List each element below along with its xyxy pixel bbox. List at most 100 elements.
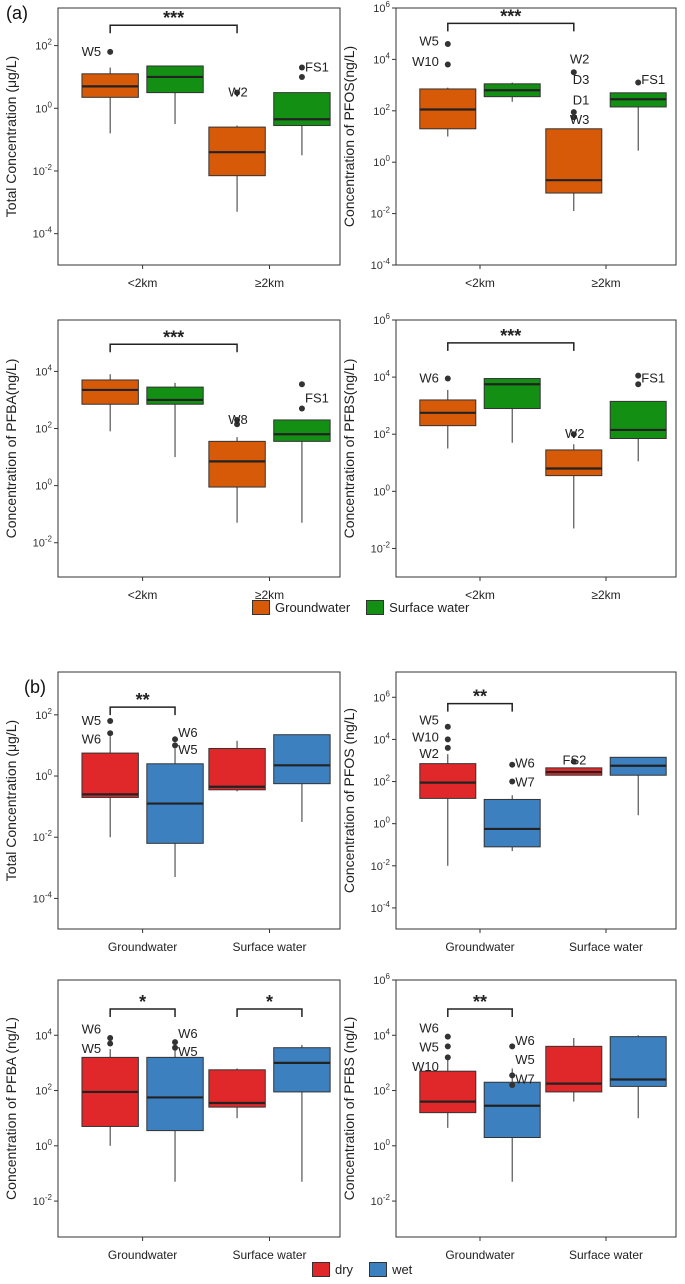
- y-tick-label-a1: 102: [35, 38, 52, 53]
- legend-label-groundwater: Groundwater: [275, 600, 351, 615]
- outlier-point-b2: [509, 778, 516, 785]
- y-axis-label-a1: Total Concentration (μg/L): [3, 56, 19, 217]
- site-label-a1: FS1: [305, 60, 329, 75]
- site-label-b1: W6: [178, 725, 198, 740]
- site-label-a2: D3: [573, 72, 590, 87]
- y-tick-label-b2: 102: [373, 774, 390, 789]
- y-tick-label-a2: 106: [373, 0, 390, 15]
- outlier-point-a3: [234, 421, 241, 428]
- site-label-a4: W2: [565, 426, 585, 441]
- outlier-point-b4: [509, 1072, 516, 1079]
- significance-label-b3: *: [266, 992, 273, 1012]
- outlier-point-a1: [107, 48, 114, 55]
- y-tick-label-a1: 10-2: [33, 163, 53, 178]
- site-label-a1: W5: [82, 44, 102, 59]
- outlier-point-b4: [444, 1043, 451, 1050]
- box-b1-2: [208, 747, 266, 791]
- outlier-point-b1: [107, 717, 114, 724]
- box-b4-0: [419, 1070, 477, 1114]
- outlier-point-b3: [107, 1040, 114, 1047]
- y-tick-label-a4: 10-2: [371, 540, 391, 555]
- box-a4-2: [545, 449, 603, 477]
- outlier-point-a4: [635, 372, 642, 379]
- outlier-point-a2: [570, 109, 577, 116]
- x-tick-label-a4: <2km: [465, 588, 495, 602]
- y-tick-label-b2: 10-4: [371, 900, 391, 915]
- y-tick-label-b1: 10-2: [33, 829, 53, 844]
- box-b3-3: [273, 1047, 331, 1093]
- box-a1-1: [146, 65, 204, 94]
- y-tick-label-b4: 100: [373, 1138, 390, 1153]
- site-label-b3: W6: [82, 1022, 102, 1037]
- x-tick-label-b4: Surface water: [569, 1248, 643, 1262]
- plot-frame-a3: [57, 319, 341, 578]
- site-label-b3: W5: [82, 1041, 102, 1056]
- site-label-b2: W2: [419, 746, 439, 761]
- legend-swatch-groundwater: [252, 600, 270, 615]
- outlier-point-a2: [444, 61, 451, 68]
- outlier-point-b1: [172, 736, 179, 743]
- plot-frame-a1: [57, 7, 341, 266]
- outlier-point-a1: [298, 64, 305, 71]
- site-label-b2: FS2: [563, 752, 587, 767]
- legend-label-surface-water: Surface water: [389, 600, 470, 615]
- significance-label-a3: ***: [163, 327, 184, 347]
- significance-label-a4: ***: [500, 326, 521, 346]
- y-tick-label-b4: 104: [373, 1027, 390, 1042]
- outlier-point-a3: [298, 381, 305, 388]
- legend-swatch-surface-water: [366, 600, 385, 615]
- box-a3-1: [146, 386, 204, 405]
- significance-bracket-a3: [109, 343, 238, 353]
- y-tick-label-b2: 10-2: [371, 858, 391, 873]
- outlier-point-a1: [298, 73, 305, 80]
- site-label-a2: W3: [570, 112, 590, 127]
- y-axis-label-b2: Concentration of PFOS (ng/L): [341, 708, 357, 893]
- y-tick-label-b1: 100: [35, 768, 52, 783]
- box-b3-1: [146, 1056, 204, 1132]
- y-tick-label-b4: 10-2: [371, 1193, 391, 1208]
- y-tick-label-a3: 102: [35, 421, 52, 436]
- outlier-point-b2: [444, 744, 451, 751]
- y-tick-label-b3: 100: [35, 1138, 52, 1153]
- y-tick-label-a2: 104: [373, 51, 390, 66]
- y-tick-label-b1: 102: [35, 707, 52, 722]
- significance-bracket-b4: [447, 1008, 513, 1018]
- y-tick-label-a2: 10-4: [371, 257, 391, 272]
- y-axis-label-b1: Total Concentration (μg/L): [3, 720, 19, 881]
- plot-frame-b4: [395, 979, 677, 1238]
- y-axis-label-b4: Concentration of PFBS (ng/L): [341, 1017, 357, 1201]
- legend-a: Groundwater Surface water: [252, 600, 485, 615]
- plot-frame-a2: [395, 7, 677, 266]
- significance-bracket-b3: [109, 1008, 176, 1018]
- legend-label-wet: wet: [392, 1262, 413, 1277]
- box-b1-0: [81, 752, 139, 798]
- significance-label-b1: **: [136, 690, 150, 710]
- box-b1-3: [273, 734, 331, 785]
- site-label-b4: W5: [515, 1052, 535, 1067]
- x-tick-label-b1: Surface water: [232, 940, 306, 954]
- site-label-b2: W10: [412, 729, 439, 744]
- y-tick-label-a3: 100: [35, 478, 52, 493]
- x-tick-label-a2: ≥2km: [591, 276, 620, 290]
- outlier-point-b2: [509, 761, 516, 768]
- outlier-point-b2: [570, 758, 577, 765]
- significance-bracket-a1: [109, 24, 238, 34]
- y-tick-label-a3: 10-2: [33, 535, 53, 550]
- box-a3-3: [273, 419, 331, 442]
- significance-bracket-b2: [447, 702, 513, 712]
- y-axis-label-a3: Concentration of PFBA(ng/L): [3, 359, 19, 539]
- x-tick-label-a3: ≥2km: [255, 588, 284, 602]
- y-tick-label-b2: 104: [373, 731, 390, 746]
- significance-label-b2: **: [473, 687, 487, 707]
- legend-swatch-wet: [369, 1262, 388, 1277]
- site-label-b2: W7: [515, 775, 535, 790]
- outlier-point-b4: [444, 1033, 451, 1040]
- y-tick-label-a1: 10-4: [33, 226, 53, 241]
- site-label-b4: W7: [515, 1071, 535, 1086]
- panel-label-b: (b): [24, 677, 46, 697]
- site-label-b4: W5: [419, 1040, 439, 1055]
- y-tick-label-a1: 100: [35, 100, 52, 115]
- legend-b: dry wet: [312, 1262, 428, 1277]
- site-label-b2: W5: [419, 712, 439, 727]
